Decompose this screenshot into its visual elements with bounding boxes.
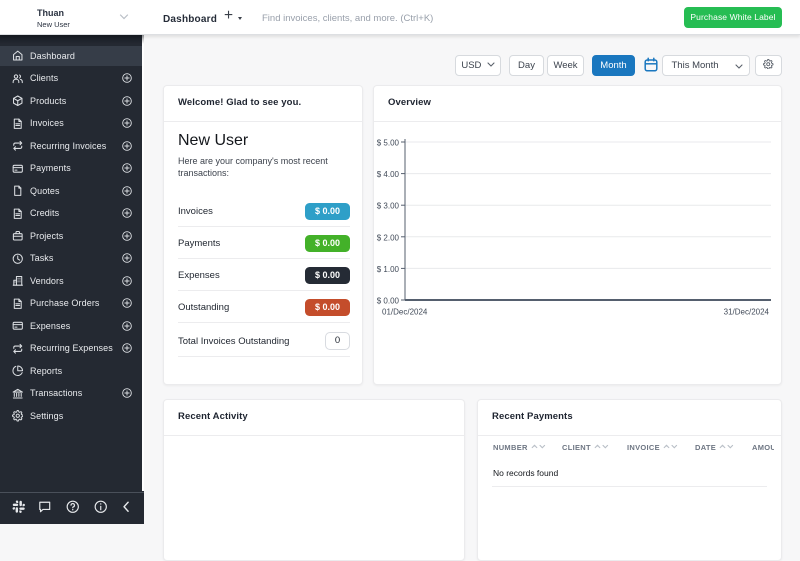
svg-text:$ 3.00: $ 3.00 [377, 202, 400, 211]
svg-text:$ 4.00: $ 4.00 [377, 170, 400, 179]
svg-text:$ 0.00: $ 0.00 [377, 297, 400, 306]
svg-text:$ 5.00: $ 5.00 [377, 139, 400, 148]
svg-text:$ 2.00: $ 2.00 [377, 233, 400, 242]
svg-text:01/Dec/2024: 01/Dec/2024 [382, 308, 428, 317]
svg-text:31/Dec/2024: 31/Dec/2024 [724, 308, 770, 317]
svg-text:$ 1.00: $ 1.00 [377, 265, 400, 274]
